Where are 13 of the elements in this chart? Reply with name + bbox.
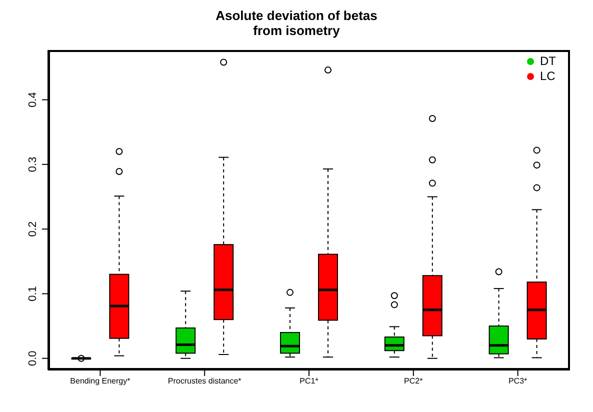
y-tick-label: 0.2 [27, 221, 39, 237]
y-tick-label: 0.3 [27, 156, 39, 172]
x-tick-label: Procrustes distance* [168, 376, 242, 386]
y-tick-label: 0.4 [27, 92, 39, 108]
chart-title: Asolute deviation of betas from isometry [214, 8, 378, 40]
legend-label: LC [540, 69, 556, 84]
legend-label: DT [540, 54, 556, 69]
y-tick-label: 0.1 [27, 286, 39, 302]
x-tick-label: PC3* [508, 376, 528, 386]
y-tick-label: 0.0 [27, 350, 39, 366]
x-tick-label: PC2* [404, 376, 423, 386]
x-tick-label: PC1* [300, 376, 318, 386]
x-tick-label: Bending Energy* [70, 376, 130, 386]
